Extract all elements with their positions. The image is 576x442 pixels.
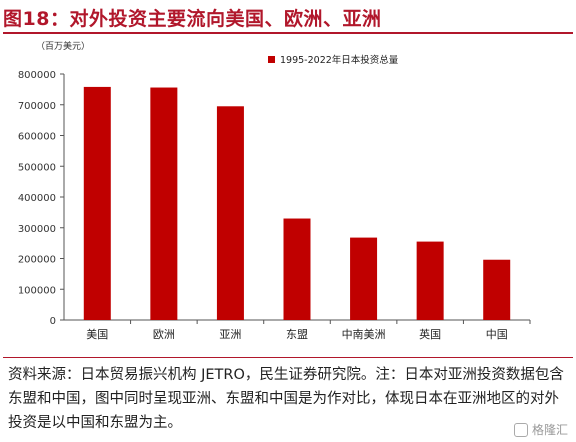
x-tick-label: 美国 — [86, 328, 108, 341]
x-tick-label: 中国 — [486, 328, 508, 341]
y-tick-label: 600000 — [18, 132, 56, 143]
y-tick-label: 100000 — [18, 285, 56, 296]
y-tick-label: 800000 — [18, 70, 56, 81]
x-tick-label: 英国 — [419, 327, 441, 341]
y-tick-label: 400000 — [18, 193, 56, 204]
bar-1 — [83, 86, 111, 320]
y-tick-label: 200000 — [18, 255, 56, 266]
title-divider — [3, 32, 573, 34]
y-tick-label: 0 — [50, 316, 56, 327]
y-tick-label: 500000 — [18, 162, 56, 173]
bar-7 — [483, 259, 511, 320]
x-tick-label: 东盟 — [286, 328, 308, 341]
bar-3 — [216, 106, 244, 320]
bar-4 — [283, 218, 311, 320]
x-tick-label: 亚洲 — [219, 328, 241, 341]
source-note: 资料来源：日本贸易振兴机构 JETRO，民生证券研究院。注：日本对亚洲投资数据包… — [8, 367, 564, 431]
bar-5 — [350, 237, 378, 320]
watermark-logo-icon — [513, 422, 528, 437]
watermark-text: 格隆汇 — [531, 423, 568, 437]
y-tick-label: 700000 — [18, 101, 56, 112]
watermark: 格隆汇 — [513, 421, 568, 438]
page-title: 图18：对外投资主要流向美国、欧洲、亚洲 — [3, 8, 382, 30]
x-tick-label: 中南美洲 — [342, 328, 386, 341]
legend-label: 1995-2022年日本投资总量 — [280, 54, 399, 66]
legend-swatch — [268, 56, 275, 63]
bar-6 — [416, 241, 444, 320]
source-divider — [3, 357, 573, 358]
bar-chart: 0 100000 200000 300000 400000 500000 600000 700… — [18, 54, 531, 341]
bar-2 — [150, 87, 178, 320]
y-axis-unit-label: （百万美元） — [36, 42, 91, 52]
y-tick-label: 300000 — [18, 224, 56, 235]
x-tick-label: 欧洲 — [153, 328, 175, 341]
